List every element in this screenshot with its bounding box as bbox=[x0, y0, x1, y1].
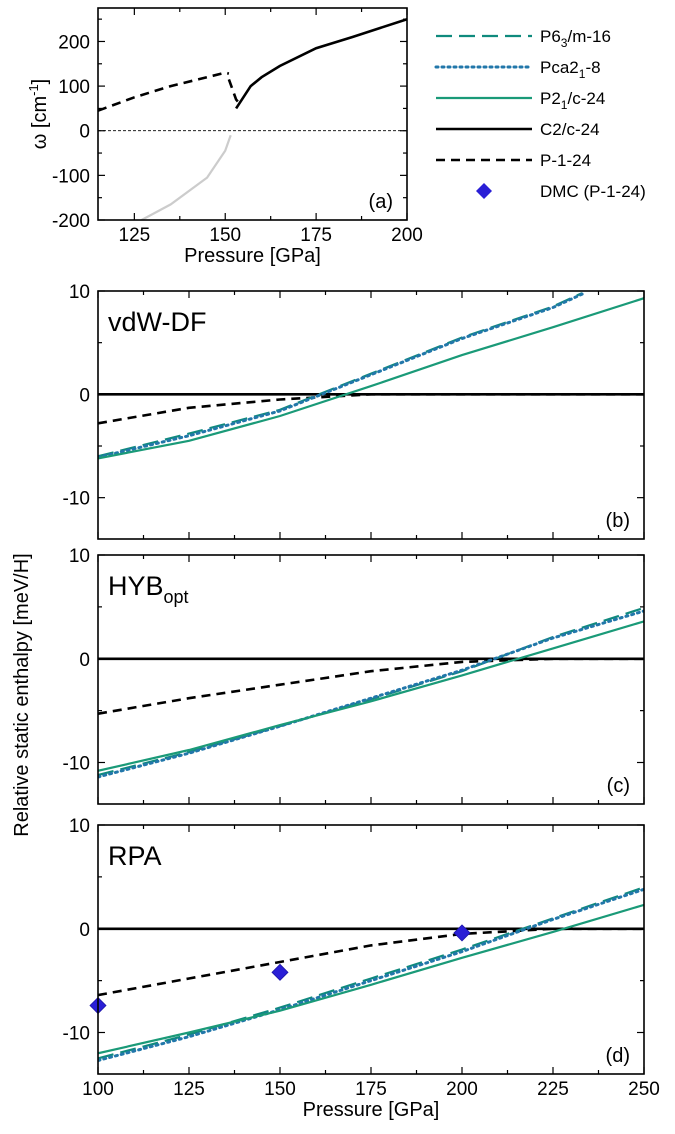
panel-title-subscript: opt bbox=[164, 587, 189, 607]
x-tick-label: 200 bbox=[446, 1079, 478, 1100]
panel-title: HYBopt bbox=[108, 571, 189, 607]
dmc-data-point bbox=[271, 963, 289, 981]
legend-label-dmc: DMC (P-1-24) bbox=[540, 182, 646, 201]
panel-c-hyb-opt: -10 0 10 (c) HYBopt bbox=[63, 546, 645, 805]
plot-frame bbox=[97, 7, 408, 221]
y-tick-label: 0 bbox=[79, 650, 90, 671]
series-line-pca21 bbox=[98, 609, 644, 779]
series-line-p21c bbox=[98, 620, 644, 772]
series-line-p1 bbox=[227, 78, 241, 105]
x-tick-label: 150 bbox=[209, 225, 241, 246]
series-line-p21c bbox=[98, 297, 644, 460]
shared-y-axis-label: Relative static enthalpy [meV/H] bbox=[11, 553, 33, 836]
panel-title: vdW-DF bbox=[108, 307, 207, 337]
series-line-p1 bbox=[98, 71, 230, 112]
legend-label-p1: P-1-24 bbox=[540, 151, 591, 170]
panel-a-y-axis-label: ω [cm-1] bbox=[26, 79, 51, 150]
x-tick-label: 175 bbox=[300, 225, 332, 246]
series-line-p1 bbox=[98, 927, 644, 997]
dmc-data-point bbox=[453, 924, 471, 942]
y-tick-label: 100 bbox=[58, 77, 90, 98]
series-line-p1 bbox=[98, 657, 644, 715]
series-line-p1 bbox=[98, 392, 644, 425]
panel-label: (a) bbox=[369, 191, 393, 213]
legend-label-pca21: Pca21-8 bbox=[540, 58, 601, 81]
series-line-unstable bbox=[141, 134, 232, 220]
series-line-p63m bbox=[98, 886, 644, 1060]
x-tick-label: 125 bbox=[173, 1079, 205, 1100]
y-tick-label: 0 bbox=[79, 920, 90, 941]
panel-label: (c) bbox=[607, 775, 630, 797]
y-tick-label: 0 bbox=[79, 385, 90, 406]
panel-title: RPA bbox=[108, 841, 162, 871]
legend: P63/m-16 Pca21-8 P21/c-24 C2/c-24 P-1-24 DMC … bbox=[434, 27, 646, 201]
panel-a-phonon-frequency: -200 -100 0 100 200 125 150 175 200 Pressure [GPa… bbox=[26, 7, 423, 267]
x-tick-label: 250 bbox=[628, 1079, 660, 1100]
x-tick-label: 225 bbox=[537, 1079, 569, 1100]
panel-label: (d) bbox=[606, 1045, 630, 1067]
y-tick-label: -10 bbox=[63, 754, 90, 775]
series-line-pca21 bbox=[98, 887, 644, 1062]
x-tick-label: 200 bbox=[391, 225, 423, 246]
y-tick-label: 200 bbox=[58, 32, 90, 53]
series-line-pca21 bbox=[98, 292, 584, 459]
legend-label-p21c: P21/c-24 bbox=[540, 89, 605, 112]
panel-d-rpa: -10 0 10 100 125 150 175 200 225 250 Pressure [GPa… bbox=[63, 816, 660, 1121]
x-tick-label: 125 bbox=[119, 225, 151, 246]
x-axis-label: Pressure [GPa] bbox=[184, 245, 321, 267]
series-line-p21c bbox=[98, 903, 644, 1055]
legend-label-c2c: C2/c-24 bbox=[540, 120, 600, 139]
legend-label-p63m: P63/m-16 bbox=[540, 27, 611, 50]
series-line-p63m bbox=[98, 606, 644, 777]
y-tick-label: 10 bbox=[69, 816, 90, 837]
x-tick-label: 100 bbox=[82, 1079, 114, 1100]
x-axis-label: Pressure [GPa] bbox=[303, 1099, 440, 1121]
series-line-c2c bbox=[235, 17, 407, 110]
y-tick-label: -100 bbox=[52, 166, 90, 187]
y-tick-label: -10 bbox=[63, 1024, 90, 1045]
y-tick-label: 0 bbox=[79, 122, 90, 143]
y-tick-label: 10 bbox=[69, 546, 90, 567]
y-tick-label: 10 bbox=[69, 282, 90, 303]
x-tick-label: 175 bbox=[355, 1079, 387, 1100]
series-line-p63m bbox=[98, 292, 583, 458]
y-tick-label: -10 bbox=[63, 489, 90, 510]
y-tick-label: -200 bbox=[52, 211, 90, 232]
legend-marker-dmc bbox=[476, 183, 492, 199]
x-tick-label: 150 bbox=[264, 1079, 296, 1100]
panel-label: (b) bbox=[606, 510, 630, 532]
panel-b-vdw-df: -10 0 10 (b) vdW-DF bbox=[63, 282, 645, 540]
